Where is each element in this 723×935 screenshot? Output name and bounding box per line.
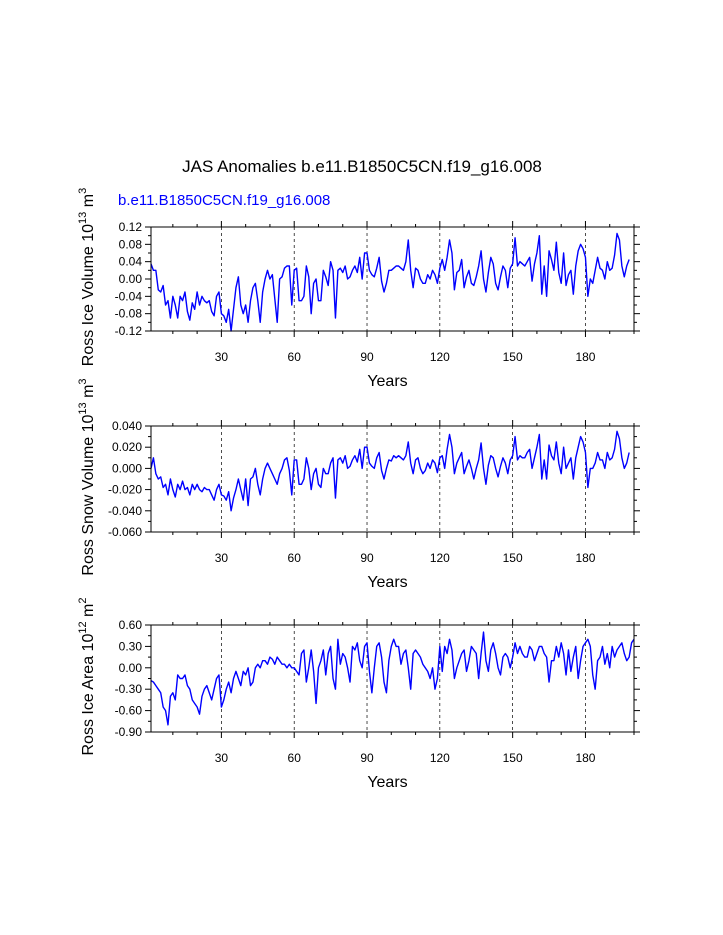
y-tick-label: -0.040 (108, 504, 142, 518)
x-tick-label: 60 (288, 751, 302, 765)
y-tick-label: 0.00 (119, 661, 143, 675)
y-tick-label: -0.060 (108, 525, 142, 539)
x-tick-label: 150 (503, 350, 523, 364)
y-tick-label: 0.020 (112, 440, 142, 454)
y-axis-label-unit-exponent: 3 (77, 188, 89, 194)
x-tick-label: 180 (575, 551, 595, 565)
y-tick-label: 0.30 (119, 639, 143, 653)
series-line-1 (150, 631, 635, 726)
x-tick-label: 90 (360, 751, 374, 765)
x-tick-label: 30 (215, 551, 229, 565)
x-axis-label: Years (367, 574, 407, 591)
x-tick-label: 30 (215, 350, 229, 364)
y-tick-label: -0.08 (115, 307, 143, 321)
x-tick-label: 180 (575, 751, 595, 765)
y-axis-label: Ross Ice Volume 1013 m3 (77, 188, 97, 366)
y-axis-label-unit: m (80, 194, 97, 212)
y-axis-label: Ross Snow Volume 1013 m3 (77, 378, 97, 575)
y-tick-label: 0.12 (119, 220, 143, 234)
x-tick-label: 120 (430, 751, 450, 765)
y-tick-label: -0.12 (115, 324, 143, 338)
y-tick-label: 0.60 (119, 618, 143, 632)
y-tick-label: -0.04 (115, 289, 143, 303)
y-axis-label-exponent: 12 (77, 621, 89, 633)
plot-frame (150, 425, 635, 533)
x-tick-label: 60 (288, 350, 302, 364)
series-line-1 (150, 430, 630, 512)
y-axis-label-unit: m (80, 385, 97, 403)
figure-title: JAS Anomalies b.e11.B1850C5CN.f19_g16.00… (182, 157, 542, 176)
panel-ross-ice-volume: -0.12 -0.08 -0.04 0.00 0.04 0.08 0.12 30 60 90 120… (77, 188, 640, 390)
x-tick-label: 150 (503, 551, 523, 565)
y-axis-label-base: Ross Ice Area 10 (80, 634, 97, 756)
x-tick-label: 60 (288, 551, 302, 565)
x-tick-label: 90 (360, 551, 374, 565)
x-tick-label: 180 (575, 350, 595, 364)
x-tick-label: 90 (360, 350, 374, 364)
y-axis-label-unit-exponent: 3 (77, 378, 89, 384)
panel-ross-snow-volume: -0.060 -0.040 -0.020 0.000 0.020 0.040 30 60 90 1… (77, 378, 640, 591)
y-axis-label: Ross Ice Area 1012 m2 (77, 598, 97, 756)
x-axis-label: Years (367, 774, 407, 791)
x-tick-label: 120 (430, 350, 450, 364)
y-tick-label: 0.000 (112, 461, 142, 475)
y-tick-label: -0.90 (115, 725, 143, 739)
y-axis-label-exponent: 13 (77, 402, 89, 414)
x-tick-label: 30 (215, 751, 229, 765)
y-tick-label: 0.04 (119, 255, 143, 269)
y-tick-label: -0.60 (115, 704, 143, 718)
series-line-1 (150, 232, 630, 332)
y-axis-label-base: Ross Snow Volume 10 (80, 414, 97, 575)
figure-subtitle: b.e11.B1850C5CN.f19_g16.008 (118, 192, 330, 209)
y-axis-label-exponent: 13 (77, 212, 89, 224)
x-tick-label: 150 (503, 751, 523, 765)
x-tick-label: 120 (430, 551, 450, 565)
y-tick-label: -0.020 (108, 483, 142, 497)
y-tick-label: 0.040 (112, 419, 142, 433)
y-axis-label-unit-exponent: 2 (77, 598, 89, 604)
y-axis-label-base: Ross Ice Volume 10 (80, 224, 97, 366)
y-tick-label: -0.30 (115, 682, 143, 696)
x-axis-label: Years (367, 373, 407, 390)
y-tick-label: 0.08 (119, 237, 143, 251)
y-axis-label-unit: m (80, 604, 97, 622)
y-tick-label: 0.00 (119, 272, 143, 286)
panel-ross-ice-area: -0.90 -0.60 -0.30 0.00 0.30 0.60 30 60 90 120 150 1… (77, 598, 640, 791)
